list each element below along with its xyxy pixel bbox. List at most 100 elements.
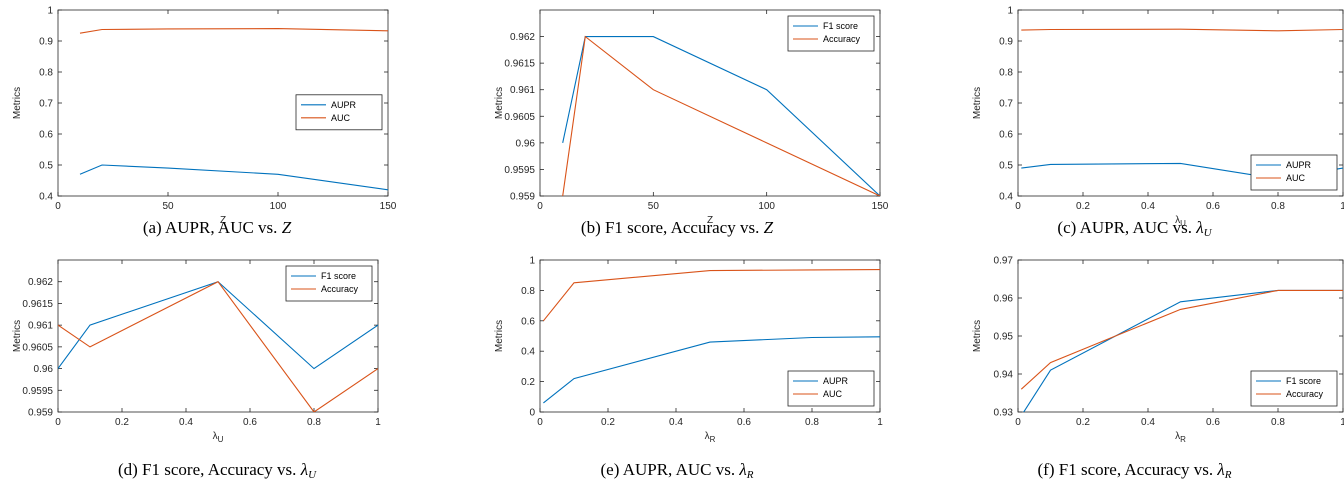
chart-panel-c: 0 0.2 0.4 0.6 0.8 1 0.4 0.5 0.6 0.7 0.8 0.9 1 λU Metri… [930, 0, 1344, 229]
legend-box [787, 15, 875, 52]
y-tick-label: 1 [1007, 6, 1013, 17]
legend-entry: F1 score [823, 21, 858, 31]
y-tick-label: 0.9605 [504, 112, 535, 123]
legend-entry: Accuracy [321, 284, 359, 294]
x-axis-label: Z [707, 215, 713, 226]
legend: F1 score Accuracy [285, 265, 373, 302]
caption-f-symbol: λ [1217, 460, 1225, 479]
x-tick-label: 1 [1340, 417, 1344, 428]
y-tick-label: 0.96 [34, 364, 54, 375]
caption-a-prefix: (a) AUPR, AUC vs. [142, 218, 278, 237]
y-tick-label: 0.962 [510, 32, 535, 43]
y-tick-label: 0.961 [28, 321, 53, 332]
chart-panel-b: 0 50 100 150 0.959 0.9595 0.96 0.9605 0.961 0.961… [470, 0, 890, 226]
y-axis-label: Metrics [12, 320, 23, 352]
chart-a-svg: 0 50 100 150 0.4 0.5 0.6 0.7 0.8 0.9 1 Z Metrics AUPR… [12, 6, 397, 227]
x-tick-label: 0.2 [1076, 417, 1090, 428]
series-line-auc [79, 28, 388, 34]
legend: F1 score Accuracy [1250, 370, 1338, 407]
x-tick-label: 100 [758, 201, 775, 212]
x-axis-label: λU [213, 431, 224, 444]
axes-box [57, 259, 379, 413]
caption-b-symbol: Z [763, 218, 774, 237]
x-tick-label: 0.2 [601, 417, 615, 428]
caption-a: (a) AUPR, AUC vs. Z [0, 218, 434, 239]
y-tick-label: 0.7 [39, 99, 53, 110]
caption-f-prefix: (f) F1 score, Accuracy vs. [1037, 460, 1214, 479]
y-tick-label: 0.8 [999, 68, 1013, 79]
y-axis-label: Metrics [12, 87, 23, 119]
caption-b-prefix: (b) F1 score, Accuracy vs. [580, 218, 760, 237]
y-tick-label: 1 [529, 256, 535, 267]
y-tick-label: 0.4 [521, 347, 535, 358]
y-tick-label: 0.9 [999, 37, 1013, 48]
y-tick-label: 0.95 [994, 332, 1014, 343]
x-tick-label: 1 [375, 417, 381, 428]
x-tick-label: 150 [872, 201, 889, 212]
chart-b-svg: 0 50 100 150 0.959 0.9595 0.96 0.9605 0.961 0.961… [494, 9, 889, 226]
x-axis-label: λU [1175, 215, 1186, 228]
x-tick-label: 0.4 [669, 417, 683, 428]
legend-entry: Accuracy [1286, 389, 1324, 399]
y-tick-label: 0.962 [28, 277, 53, 288]
caption-c-prefix: (c) AUPR, AUC vs. [1057, 218, 1193, 237]
y-tick-label: 0.5 [39, 161, 53, 172]
legend-entry: AUC [1286, 173, 1306, 183]
x-tick-label: 0.6 [1206, 417, 1220, 428]
y-axis-label: Metrics [972, 87, 983, 119]
x-tick-label: 0.4 [179, 417, 193, 428]
x-tick-label: 0.8 [307, 417, 321, 428]
x-tick-label: 50 [162, 201, 174, 212]
caption-d-symbol: λ [300, 460, 309, 479]
caption-a-symbol: Z [281, 218, 292, 237]
x-tick-label: 0 [537, 417, 543, 428]
x-axis-label-sub: U [218, 435, 224, 444]
y-tick-label: 0.9605 [22, 342, 53, 353]
x-tick-label: 1 [1340, 201, 1344, 212]
chart-c-svg: 0 0.2 0.4 0.6 0.8 1 0.4 0.5 0.6 0.7 0.8 0.9 1 λU Metri… [972, 6, 1344, 229]
series-line-accuracy [562, 35, 880, 196]
caption-e-symbol: λ [739, 460, 747, 479]
y-tick-label: 0.9615 [504, 59, 535, 70]
x-tick-label: 0 [1015, 417, 1021, 428]
y-tick-label: 0.8 [521, 286, 535, 297]
x-tick-label: 0.8 [1271, 201, 1285, 212]
y-tick-label: 0.96 [516, 138, 536, 149]
x-tick-label: 100 [270, 201, 287, 212]
legend: AUPR AUC [787, 370, 875, 407]
legend-entry: F1 score [321, 271, 356, 281]
legend-entry: F1 score [1286, 376, 1321, 386]
axes-box [539, 9, 881, 197]
y-axis-label: Metrics [494, 87, 505, 119]
y-tick-label: 0.4 [39, 192, 53, 203]
x-tick-label: 0.4 [1141, 417, 1155, 428]
chart-f-svg: 0 0.2 0.4 0.6 0.8 1 0.93 0.94 0.95 0.96 0.97 λR Metr… [972, 256, 1344, 445]
x-tick-label: 0.6 [1206, 201, 1220, 212]
y-tick-label: 0.2 [521, 377, 535, 388]
y-tick-label: 0.9595 [504, 165, 535, 176]
legend-box [787, 370, 875, 407]
y-axis-label: Metrics [972, 320, 983, 352]
caption-c-sub: U [1203, 227, 1212, 239]
y-tick-label: 0.959 [510, 192, 535, 203]
y-axis-label: Metrics [494, 320, 505, 352]
legend-entry: AUC [823, 389, 843, 399]
axes-box [539, 259, 881, 413]
x-tick-label: 0.4 [1141, 201, 1155, 212]
x-axis-label: λR [705, 431, 716, 444]
y-tick-label: 0.6 [999, 130, 1013, 141]
x-axis-label: Z [220, 215, 226, 226]
chart-panel-f: 0 0.2 0.4 0.6 0.8 1 0.93 0.94 0.95 0.96 0.97 λR Metr… [930, 252, 1344, 448]
caption-f-sub: R [1224, 469, 1232, 481]
caption-f: (f) F1 score, Accuracy vs. λR [925, 460, 1344, 481]
x-tick-label: 0.8 [1271, 417, 1285, 428]
series-line-accuracy [58, 280, 378, 412]
caption-c: (c) AUPR, AUC vs. λU [925, 218, 1344, 239]
x-axis-label: λR [1175, 431, 1186, 444]
caption-d-sub: U [308, 469, 317, 481]
series-line-accuracy [1020, 289, 1343, 390]
chart-e-svg: 0 0.2 0.4 0.6 0.8 1 0 0.2 0.4 0.6 0.8 1 λR Metrics AUP… [494, 256, 883, 445]
caption-e-sub: R [746, 469, 754, 481]
legend-box [295, 94, 383, 131]
